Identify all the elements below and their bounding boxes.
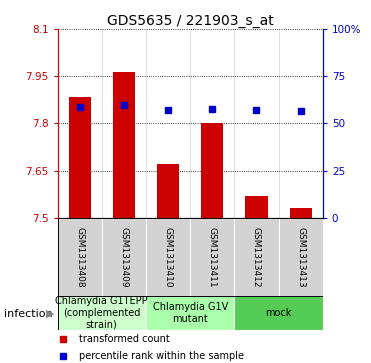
Bar (58, 296, 146, 330)
Bar (146, 218, 190, 296)
Bar (201, 123, 223, 218)
Text: Chlamydia G1V
mutant: Chlamydia G1V mutant (152, 302, 228, 324)
Bar (102, 218, 146, 296)
Bar (146, 296, 234, 330)
Text: GSM1313409: GSM1313409 (119, 227, 128, 287)
Bar (113, 72, 135, 218)
Bar (69, 97, 91, 218)
Bar (157, 164, 179, 218)
Bar (245, 196, 267, 218)
Text: GSM1313412: GSM1313412 (252, 227, 261, 287)
Text: Chlamydia G1TEPP
(complemented
strain): Chlamydia G1TEPP (complemented strain) (55, 297, 148, 330)
Bar (234, 218, 279, 296)
Text: infection: infection (4, 309, 52, 319)
Text: GSM1313411: GSM1313411 (208, 227, 217, 287)
Bar (290, 208, 312, 218)
Text: GSM1313408: GSM1313408 (75, 227, 84, 287)
Text: GSM1313413: GSM1313413 (296, 227, 305, 287)
Bar (279, 218, 323, 296)
Text: percentile rank within the sample: percentile rank within the sample (79, 351, 244, 361)
Bar (234, 296, 323, 330)
Text: GSM1313410: GSM1313410 (164, 227, 173, 287)
Bar (58, 218, 102, 296)
Text: transformed count: transformed count (79, 334, 170, 344)
Text: mock: mock (265, 308, 292, 318)
Title: GDS5635 / 221903_s_at: GDS5635 / 221903_s_at (107, 14, 273, 28)
Text: ▶: ▶ (46, 309, 54, 319)
Bar (190, 218, 234, 296)
